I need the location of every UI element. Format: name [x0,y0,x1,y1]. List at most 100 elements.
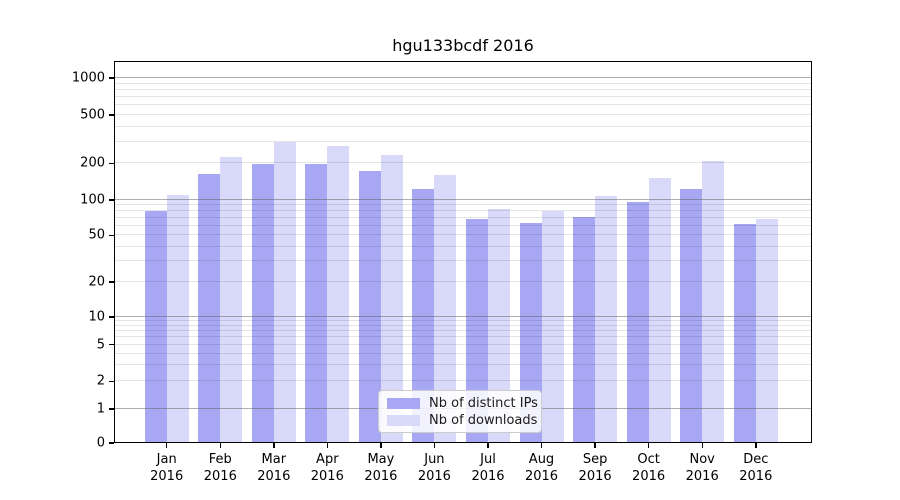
bar-downloads [166,195,189,443]
x-label-month: Dec [743,452,769,467]
x-tick-mark [594,443,596,448]
y-axis-tick-label: 2 [96,373,105,389]
gridline-minor [114,324,812,326]
gridline-minor [114,260,812,262]
x-axis-tick-label: Mar 2016 [244,451,304,485]
x-label-year: 2016 [578,469,612,484]
bar-distinct-ips [144,211,167,443]
x-label-month: May [367,452,395,467]
y-axis-tick-label: 500 [80,107,105,123]
y-tick-mark [109,442,114,444]
bar-distinct-ips [573,216,596,443]
x-axis-tick-label: Jan 2016 [137,451,197,485]
gridline-minor [114,352,812,354]
legend-label-downloads: Nb of downloads [429,413,538,428]
gridline-minor [114,234,812,236]
gridline-major [114,315,812,317]
gridline-major [114,77,812,78]
y-tick-mark [109,199,114,201]
x-label-year: 2016 [364,469,398,484]
x-axis-tick-label: Sep 2016 [565,451,625,485]
x-tick-mark [326,443,329,448]
plot-area: Nb of distinct IPs Nb of downloads [114,61,812,443]
x-label-month: Jan [156,452,177,467]
y-axis-tick-label: 200 [80,155,105,171]
x-label-year: 2016 [203,469,237,484]
gridline-minor [114,245,812,247]
x-label-month: Nov [689,452,715,467]
bar-distinct-ips [626,202,649,443]
x-label-year: 2016 [257,469,291,484]
y-tick-mark [109,408,114,410]
legend-swatch-downloads [387,415,420,426]
bar-downloads [755,218,778,443]
y-tick-mark [109,380,114,382]
gridline-minor [114,364,812,366]
x-tick-mark [273,443,275,448]
bar-distinct-ips [198,173,221,443]
gridline-minor [114,162,812,164]
x-label-month: Apr [316,452,339,467]
y-axis-tick-label: 100 [80,192,105,208]
gridline-minor [114,125,812,127]
gridline-minor [114,113,812,115]
gridline-minor [114,82,812,84]
bar-downloads [327,145,350,443]
x-axis-tick-label: May 2016 [351,451,411,485]
x-axis-tick-label: Apr 2016 [297,451,357,485]
x-axis-tick-label: Nov 2016 [672,451,732,485]
y-axis-tick-label: 1000 [71,70,105,86]
gridline-minor [114,330,812,332]
gridline-minor [114,204,812,206]
x-label-month: Sep [582,452,608,467]
gridline-minor [114,343,812,345]
gridline-minor [114,320,812,322]
x-tick-mark [540,443,543,448]
y-tick-mark [109,114,114,116]
x-label-year: 2016 [471,469,505,484]
x-tick-mark [380,443,382,448]
legend-label-distinct-ips: Nb of distinct IPs [429,396,538,411]
bar-downloads [595,196,618,443]
gridline-minor [114,225,812,226]
gridline-major [114,199,812,200]
x-label-month: Feb [208,452,232,467]
x-label-month: Jul [480,452,496,467]
bar-distinct-ips [412,188,435,443]
bar-downloads [648,177,671,443]
x-label-year: 2016 [310,469,344,484]
x-tick-mark [487,443,489,448]
bar-distinct-ips [466,218,488,443]
y-axis-tick-label: 10 [88,309,105,325]
bar-distinct-ips [519,222,542,443]
y-axis-tick-label: 5 [96,337,105,353]
y-tick-mark [109,343,114,346]
x-label-year: 2016 [632,469,666,484]
legend: Nb of distinct IPs Nb of downloads [378,390,542,433]
bar-distinct-ips [733,224,756,443]
chart-title: hgu133bcdf 2016 [392,36,534,55]
grid-layer [114,61,812,443]
bar-downloads [541,211,564,443]
y-axis-tick-label: 20 [88,274,105,290]
x-tick-mark [755,443,757,448]
y-tick-mark [109,281,114,283]
bar-downloads [273,141,296,443]
bar-downloads [488,208,510,443]
x-label-month: Oct [637,452,660,467]
bar-downloads [220,157,243,443]
bars-layer [114,61,812,443]
y-axis-tick-label: 0 [96,435,105,451]
x-tick-mark [701,443,703,448]
x-label-month: Aug [528,452,555,467]
x-axis-tick-label: Aug 2016 [512,451,572,485]
gridline-minor [114,380,812,382]
x-label-month: Jun [424,452,445,467]
x-label-year: 2016 [524,469,559,484]
y-tick-mark [109,162,114,165]
x-label-year: 2016 [150,469,184,484]
bar-downloads [434,174,457,443]
bar-distinct-ips [305,164,328,443]
gridline-minor [114,88,812,90]
